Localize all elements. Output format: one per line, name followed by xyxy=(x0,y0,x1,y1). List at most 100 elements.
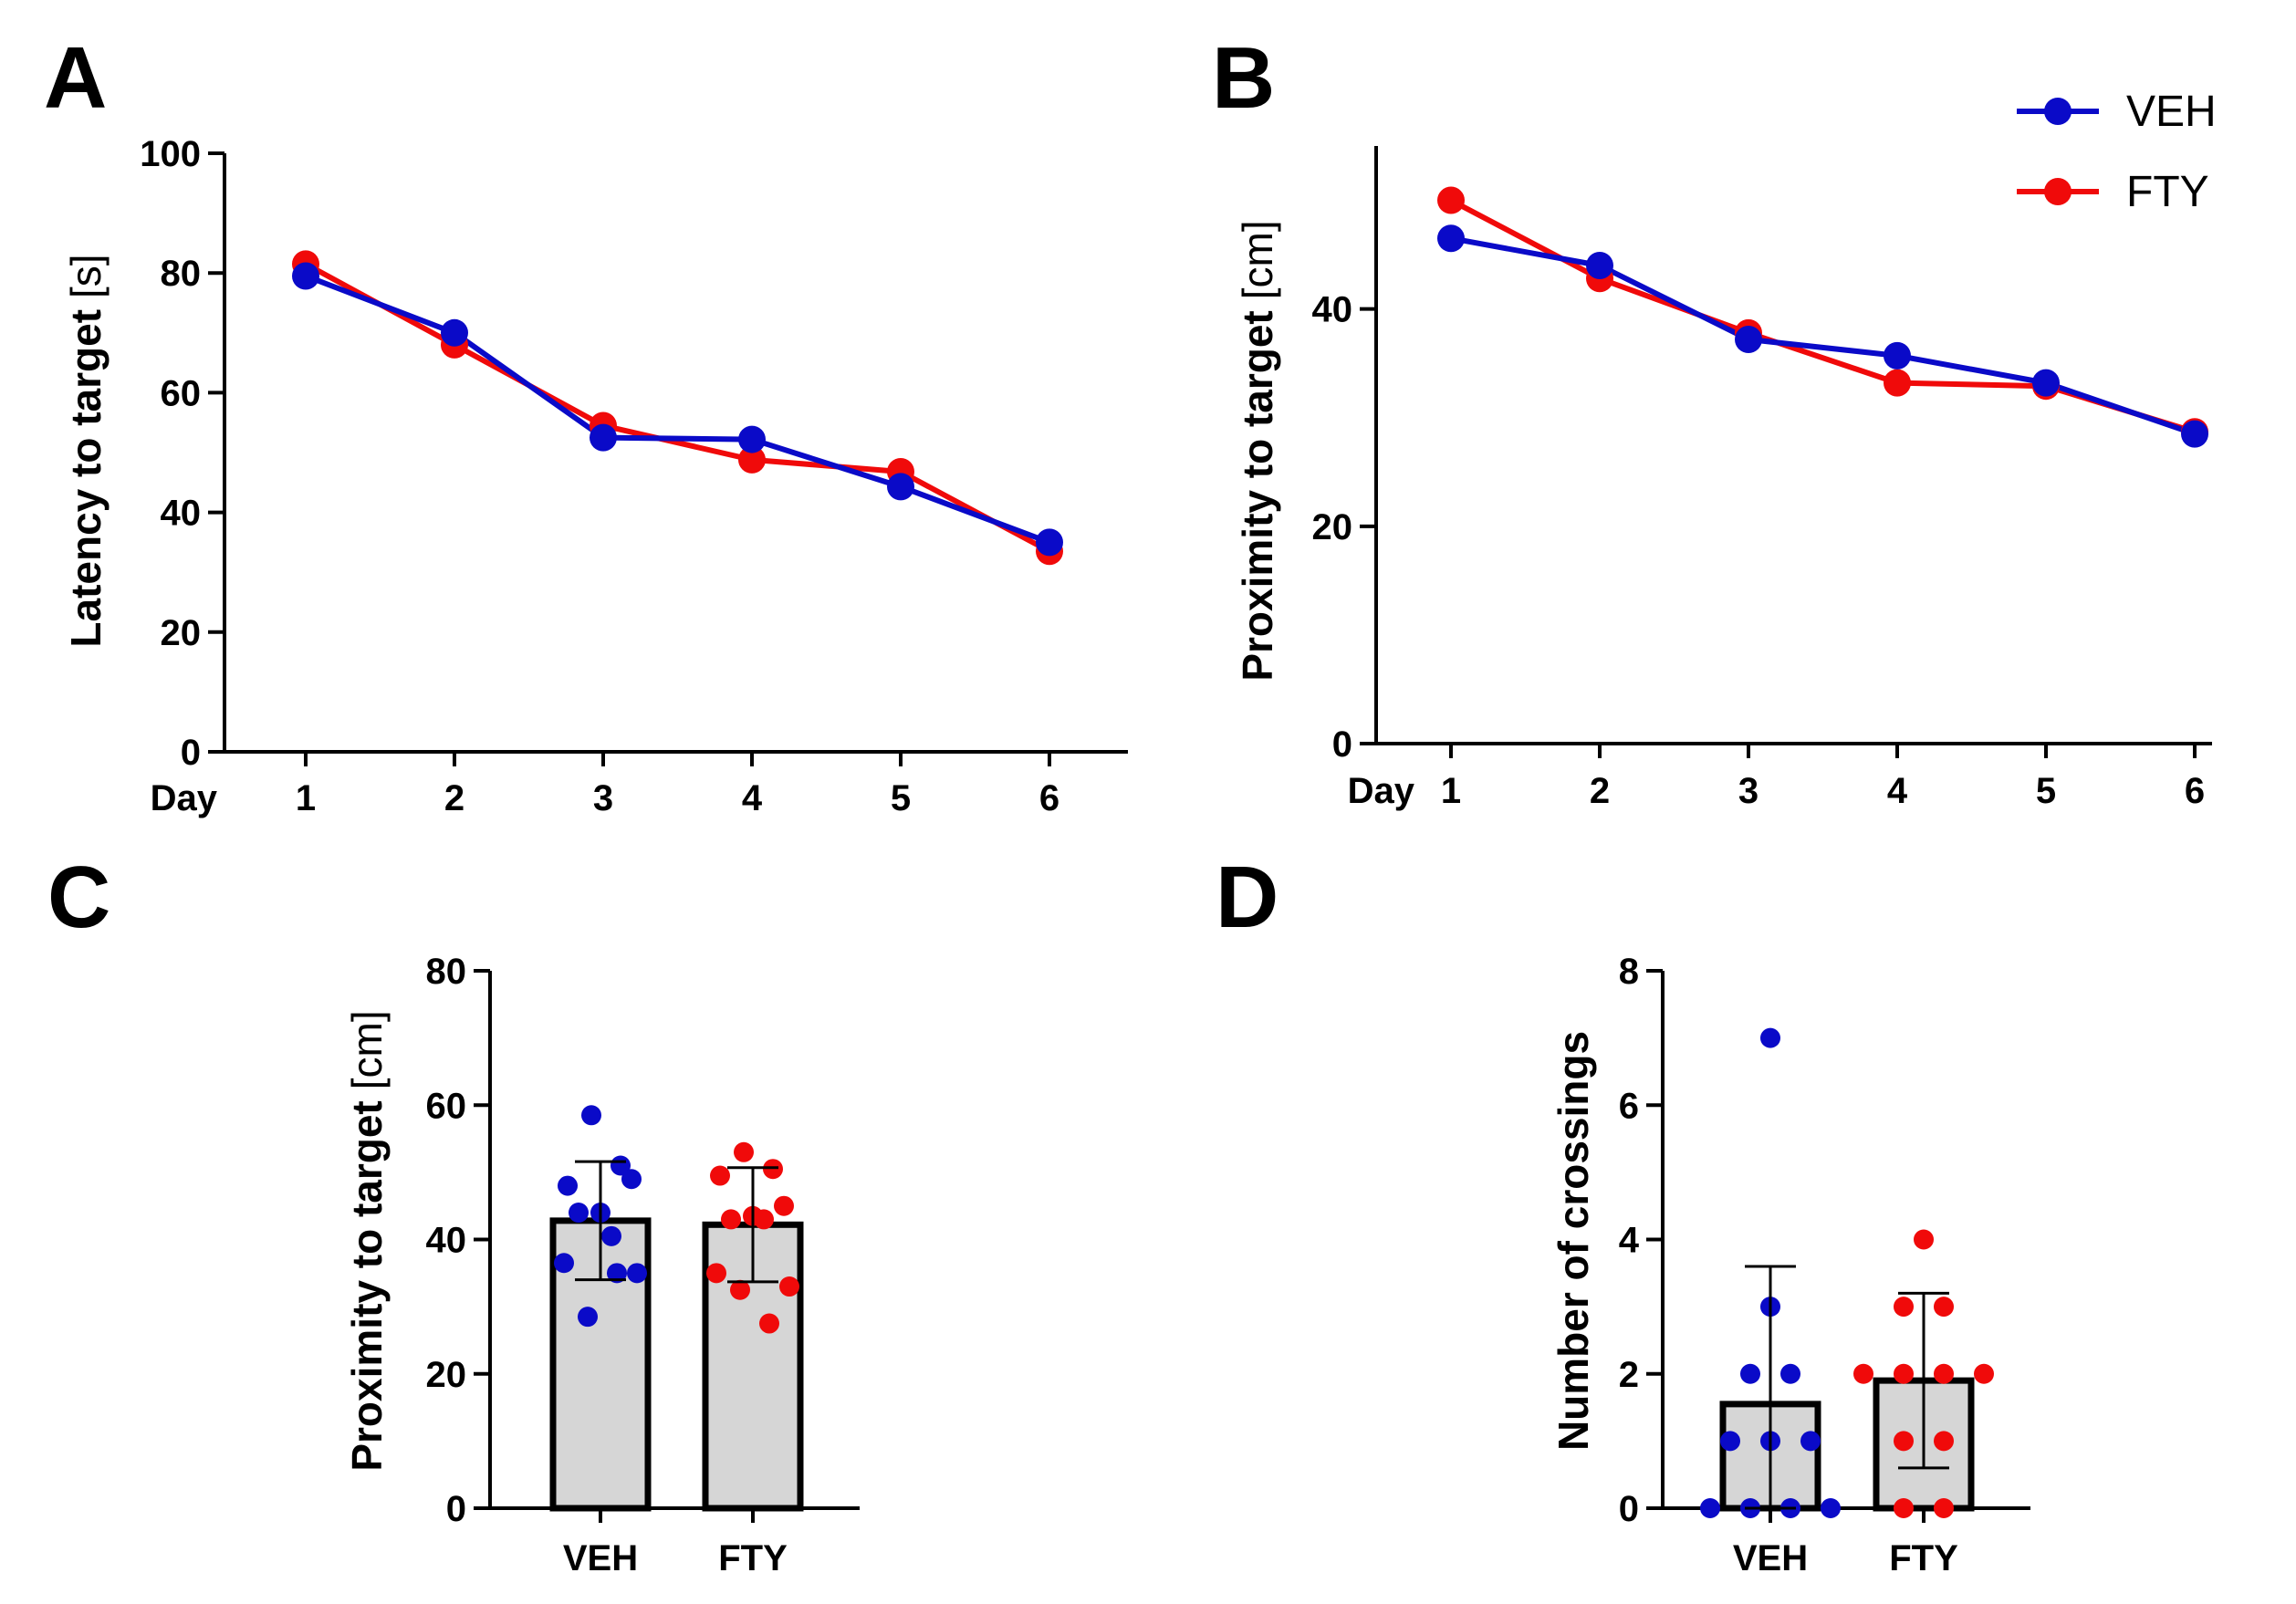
panel-a-axes xyxy=(223,153,1128,754)
panel-d-chart: 0 2 4 6 8 VEH FTY Number of crossings xyxy=(1550,952,2030,1578)
panel-c-data-point-veh xyxy=(607,1263,627,1284)
panel-d-data-point-veh xyxy=(1760,1027,1780,1048)
panel-c-y-axis-label: Proximity to target xyxy=(343,1100,391,1471)
panel-c-data-point-fty xyxy=(774,1195,794,1216)
panel-b-x-tick-label: 5 xyxy=(2036,771,2056,811)
panel-c-data-point-fty xyxy=(710,1165,730,1186)
panel-d-data-point-fty xyxy=(1894,1297,1914,1318)
panel-b-series-veh-line xyxy=(1450,235,2196,437)
panel-d-data-point-veh xyxy=(1821,1498,1841,1518)
panel-b-point-fty xyxy=(1884,369,1911,397)
panel-a-y-axis-title: Latency to target [s] xyxy=(62,254,110,647)
panel-b-x-tick-label: 6 xyxy=(2185,771,2205,811)
panel-a-y-axis-label: Latency to target xyxy=(62,309,110,648)
panel-a-point-veh xyxy=(441,318,468,347)
panel-b-x-tick-label: 3 xyxy=(1738,771,1759,811)
panel-b-y-axis-unit: [cm] xyxy=(1234,220,1281,299)
legend-item-fty: FTY xyxy=(2017,168,2209,216)
panel-b-y-axis-title: Proximity to target [cm] xyxy=(1234,220,1281,681)
legend: VEH FTY xyxy=(2017,88,2217,216)
panel-c-y-tick-label: 60 xyxy=(426,1086,467,1126)
panel-b-point-veh xyxy=(1586,252,1613,279)
panel-a-x-tick-label: 6 xyxy=(1039,778,1059,818)
panel-d-data-point-fty xyxy=(1894,1431,1914,1452)
panel-a-chart: 0 20 40 60 80 100 1 2 3 4 5 6 Day Latency to targe… xyxy=(62,134,1128,818)
panel-a-point-veh xyxy=(292,262,319,290)
panel-a-x-tick-label: 3 xyxy=(593,778,613,818)
panel-d-data-point-veh xyxy=(1800,1431,1821,1452)
panel-c-y-tick-label: 20 xyxy=(426,1355,467,1395)
panel-b-point-veh xyxy=(2032,369,2060,397)
panel-d-data-point-veh xyxy=(1700,1498,1720,1518)
legend-item-veh: VEH xyxy=(2017,88,2217,136)
panel-d-y-tick-label: 0 xyxy=(1619,1489,1639,1529)
panel-a-x-tick-label: 4 xyxy=(742,778,763,818)
panel-a-point-veh xyxy=(887,473,914,501)
panel-b-point-veh xyxy=(2181,420,2208,448)
panel-c-y-axis-unit: [cm] xyxy=(343,1010,391,1089)
panel-c-data-point-fty xyxy=(730,1279,750,1300)
panel-d-data-point-fty xyxy=(1934,1498,1954,1518)
panel-d-data-point-veh xyxy=(1740,1363,1760,1384)
panel-d-y-tick-label: 2 xyxy=(1619,1355,1639,1395)
legend-fty-marker xyxy=(2044,178,2072,205)
panel-c-y-axis-title: Proximity to target [cm] xyxy=(343,1010,391,1471)
panel-c-x-tick-label: VEH xyxy=(563,1538,638,1578)
panel-letter-c: C xyxy=(47,849,110,946)
panel-d-data-point-veh xyxy=(1780,1363,1800,1384)
panel-d-x-tick-label: VEH xyxy=(1733,1538,1808,1578)
panel-b-y-tick-label: 20 xyxy=(1312,507,1353,547)
panel-c-data-point-veh xyxy=(554,1253,574,1274)
panel-b-point-veh xyxy=(1884,341,1911,370)
panel-d-data-point-veh xyxy=(1720,1431,1740,1452)
panel-b-y-axis-label: Proximity to target xyxy=(1234,310,1281,681)
panel-a-point-veh xyxy=(738,425,766,453)
panel-c-data-point-fty xyxy=(779,1276,799,1297)
panel-c-data-point-veh xyxy=(581,1105,601,1126)
panel-b-axes xyxy=(1374,146,2212,745)
panel-d-y-tick-label: 6 xyxy=(1619,1086,1639,1126)
panel-c-y-tick-label: 0 xyxy=(446,1489,466,1529)
panel-d-data-point-fty xyxy=(1974,1363,1994,1384)
panel-c-data-point-fty xyxy=(734,1141,754,1162)
panel-b-point-veh xyxy=(1735,325,1762,353)
panel-a-y-axis-unit: [s] xyxy=(62,254,110,298)
panel-a-y-tick-label: 80 xyxy=(161,254,202,294)
panel-a-point-veh xyxy=(1036,528,1063,557)
legend-veh-label: VEH xyxy=(2126,88,2217,136)
panel-b-x-tick-label: 2 xyxy=(1590,771,1610,811)
panel-d-data-point-fty xyxy=(1934,1297,1954,1318)
panel-c-data-point-fty xyxy=(754,1209,774,1230)
panel-d-y-tick-label: 8 xyxy=(1619,952,1639,992)
panel-d-x-tick-label: FTY xyxy=(1889,1538,1958,1578)
panel-c-data-point-veh xyxy=(578,1307,598,1328)
panel-a-y-tick-label: 0 xyxy=(181,733,201,773)
panel-a-y-tick-label: 60 xyxy=(161,373,202,413)
panel-a-x-tick-label: 1 xyxy=(296,778,316,818)
panel-d-axes xyxy=(1661,971,2030,1510)
panel-b-y-tick-label: 0 xyxy=(1332,724,1352,765)
panel-b-y-tick-label: 40 xyxy=(1312,290,1353,330)
panel-c-data-point-veh xyxy=(601,1225,621,1246)
panel-d-data-point-fty xyxy=(1934,1431,1954,1452)
panel-d-y-tick-label: 4 xyxy=(1619,1221,1640,1261)
panel-d-data-point-fty xyxy=(1934,1363,1954,1384)
legend-fty-label: FTY xyxy=(2126,168,2209,216)
panel-c-y-tick-label: 40 xyxy=(426,1221,467,1261)
panel-letter-a: A xyxy=(44,29,107,127)
panel-a-y-tick-label: 20 xyxy=(161,613,202,653)
panel-a-point-veh xyxy=(590,423,617,452)
panel-c-data-point-veh xyxy=(558,1175,578,1196)
panel-b-point-fty xyxy=(1437,186,1465,214)
panel-c-data-point-veh xyxy=(621,1169,642,1190)
panel-d-y-axis-title: Number of crossings xyxy=(1550,1031,1597,1451)
panel-c-x-tick-label: FTY xyxy=(718,1538,788,1578)
panel-c-y-tick-label: 80 xyxy=(426,952,467,992)
panel-a-y-tick-label: 100 xyxy=(140,134,201,174)
panel-d-data-point-fty xyxy=(1894,1363,1914,1384)
panel-a-x-axis-label: Day xyxy=(151,778,218,818)
panel-c-data-point-fty xyxy=(706,1263,726,1284)
panel-c-data-point-veh xyxy=(569,1203,589,1224)
panel-a-point-fty xyxy=(738,445,766,474)
